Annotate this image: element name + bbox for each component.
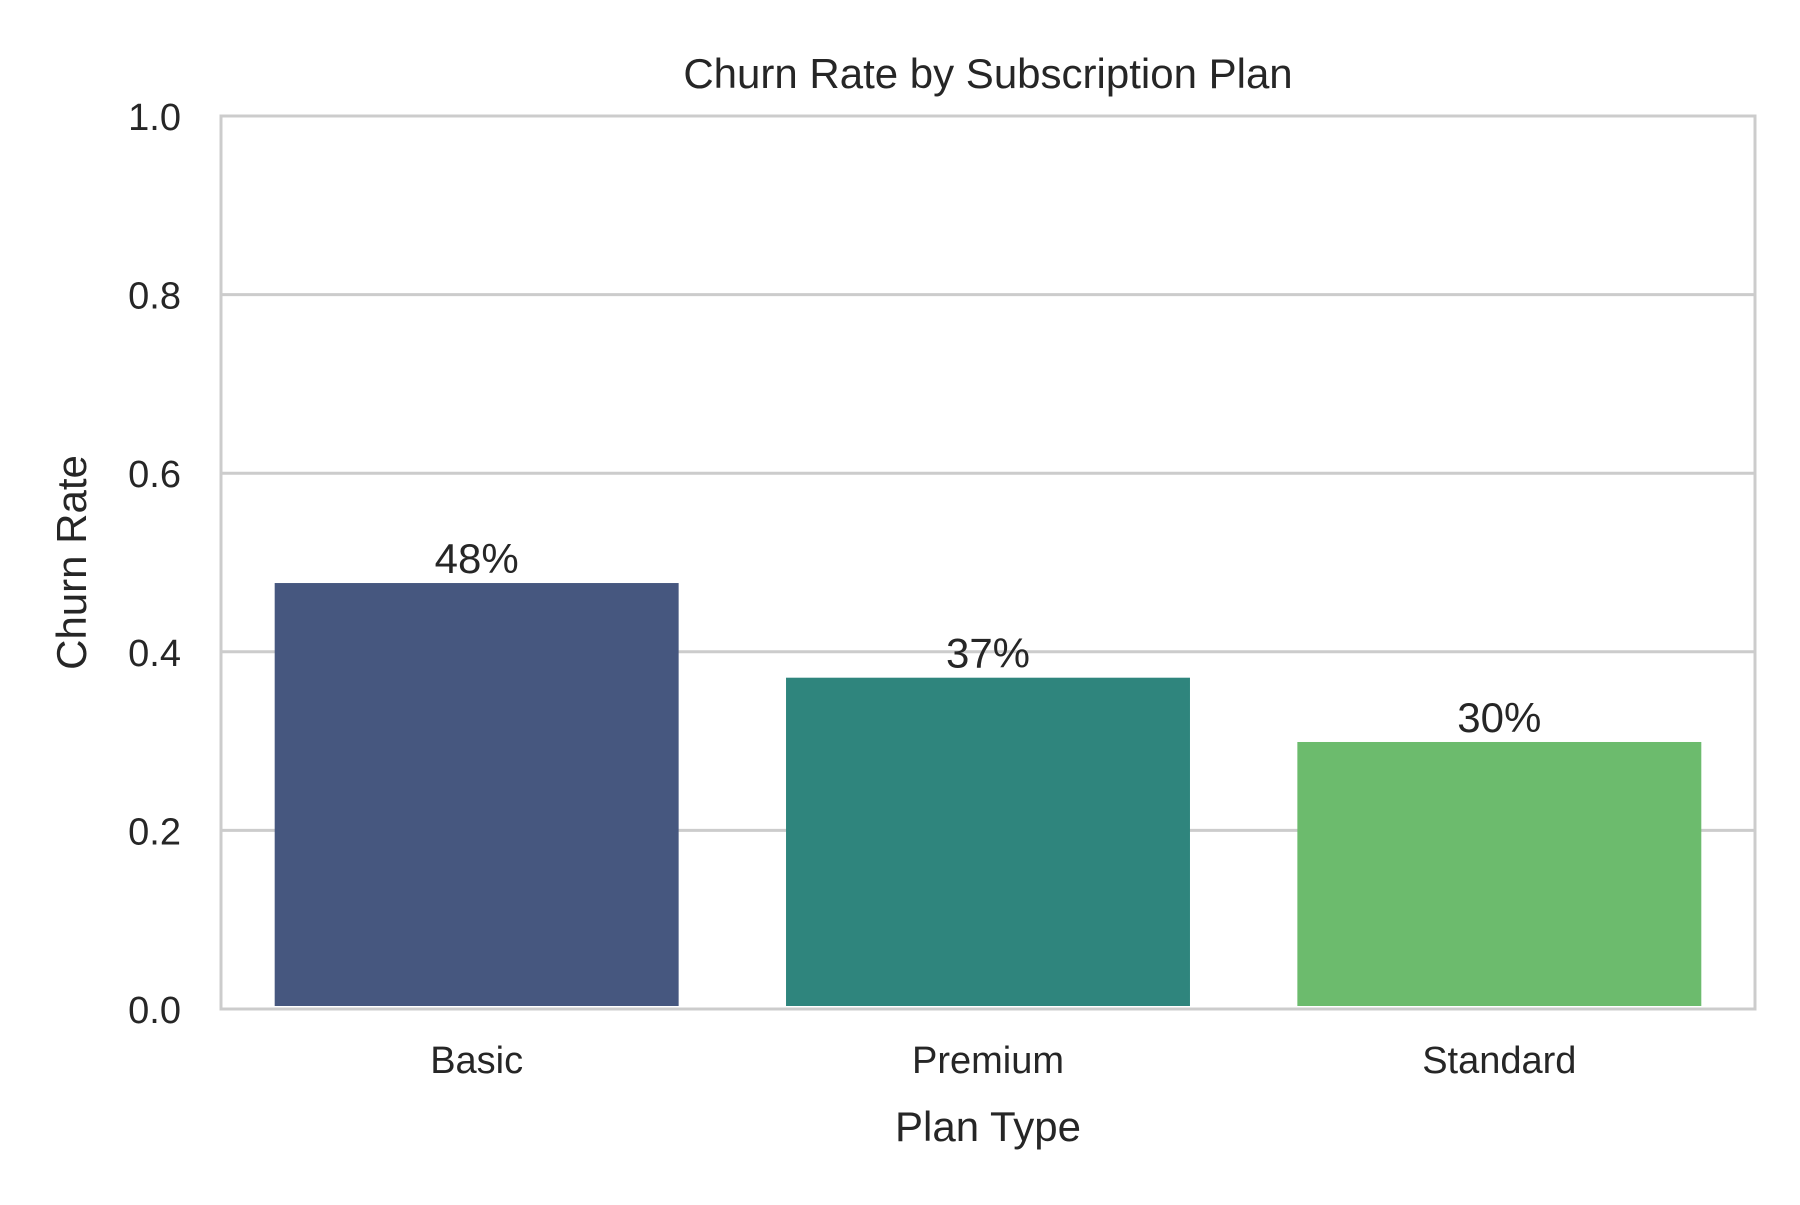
- y-tick-label: 0.0: [128, 990, 181, 1032]
- x-tick-label: Premium: [912, 1040, 1064, 1082]
- y-tick-labels: 0.0 0.2 0.4 0.6 0.8 1.0: [128, 97, 181, 1032]
- y-tick-label: 1.0: [128, 97, 181, 139]
- x-tick-labels: Basic Premium Standard: [430, 1040, 1576, 1082]
- data-labels: 48% 37% 30%: [435, 535, 1542, 741]
- bar-premium: [786, 677, 1190, 1006]
- y-axis-label: Churn Rate: [48, 455, 95, 670]
- y-tick-label: 0.2: [128, 811, 181, 853]
- x-tick-label: Standard: [1422, 1040, 1576, 1082]
- chart-title: Churn Rate by Subscription Plan: [683, 50, 1292, 97]
- bar-standard: [1297, 741, 1702, 1006]
- x-tick-label: Basic: [430, 1040, 523, 1082]
- data-label: 37%: [946, 630, 1030, 677]
- x-axis-label: Plan Type: [895, 1103, 1081, 1150]
- data-label: 30%: [1457, 694, 1541, 741]
- y-tick-label: 0.4: [128, 633, 181, 675]
- bar-basic: [274, 583, 679, 1006]
- plot-frame: [219, 114, 1757, 1011]
- y-tick-label: 0.8: [128, 276, 181, 318]
- data-label: 48%: [435, 535, 519, 582]
- y-tick-label: 0.6: [128, 454, 181, 496]
- bars: [274, 583, 1702, 1006]
